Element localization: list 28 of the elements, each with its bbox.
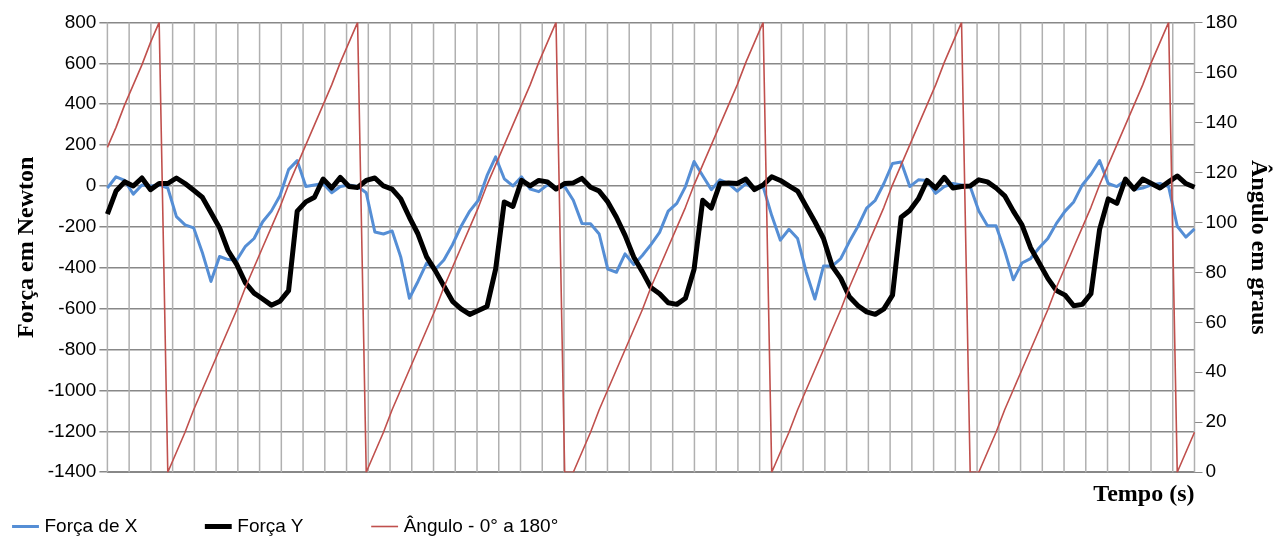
y-tick-label: -1200	[47, 419, 97, 441]
y-tick-label: -1000	[47, 378, 97, 400]
x-axis-title: Tempo (s)	[1093, 479, 1195, 506]
legend-label: Ângulo - 0° a 180°	[403, 514, 622, 536]
y2-tick-label: 0	[1205, 460, 1217, 482]
y2-tick-label: 40	[1205, 360, 1227, 382]
y-tick-label: -400	[58, 255, 97, 277]
y-tick-label: 800	[64, 10, 97, 32]
y2-tick-label: 100	[1205, 210, 1238, 232]
y-tick-label: -1400	[47, 460, 97, 482]
y-tick-label: -200	[58, 215, 97, 237]
y-tick-label: -800	[58, 337, 97, 359]
y2-tick-label: 60	[1205, 310, 1227, 332]
y-tick-label: 200	[64, 133, 97, 155]
y-tick-label: -600	[58, 296, 97, 318]
y-tick-label: 600	[64, 51, 97, 73]
y2-tick-label: 120	[1205, 160, 1238, 182]
legend-label: Força Y	[237, 514, 367, 536]
y2-tick-label: 180	[1205, 10, 1238, 32]
y2-axis-title: Ângulo em graus	[1247, 159, 1274, 335]
y-tick-label: 400	[64, 92, 97, 114]
y-tick-label: 0	[85, 174, 97, 196]
y2-tick-label: 20	[1205, 410, 1227, 432]
y2-tick-label: 160	[1205, 60, 1238, 82]
y2-tick-label: 80	[1205, 260, 1227, 282]
y2-tick-label: 140	[1205, 110, 1238, 132]
y-axis-title: Força em Newton	[11, 156, 38, 338]
legend-label: Força de X	[44, 514, 201, 536]
